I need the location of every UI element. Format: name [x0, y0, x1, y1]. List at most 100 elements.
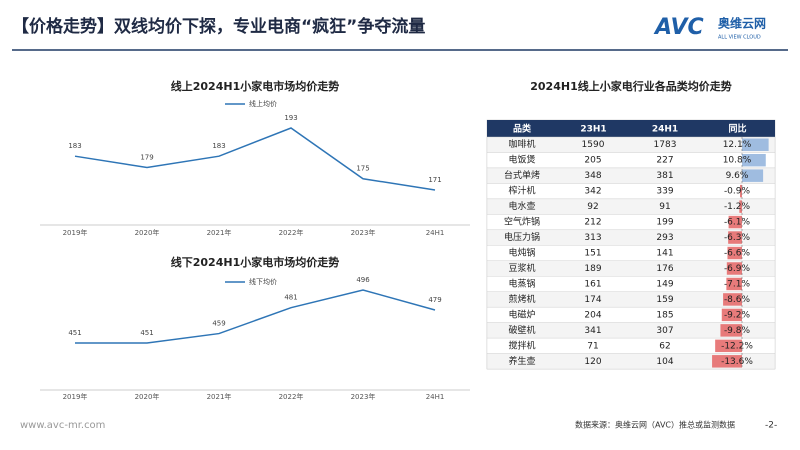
- data-label: 171: [428, 176, 441, 184]
- table-header-bg: [487, 120, 775, 137]
- yoy-bar: [712, 355, 742, 368]
- data-label: 175: [356, 165, 369, 173]
- data-label: 451: [68, 329, 81, 337]
- category-cell: 养生壶: [508, 355, 535, 367]
- yoy-cell: -9.2%: [724, 310, 751, 320]
- h1-2023-cell: 174: [584, 295, 601, 305]
- yoy-bar: [739, 200, 742, 213]
- yoy-bar: [726, 277, 742, 291]
- category-cell: 豆浆机: [508, 262, 535, 274]
- h1-2024-cell: 293: [656, 233, 673, 243]
- line-series: [74, 127, 436, 191]
- column-header: 同比: [728, 123, 746, 135]
- h1-2024-cell: 176: [656, 264, 673, 274]
- slide-title: 【价格走势】双线均价下探，专业电商“疯狂”争夺流量: [12, 16, 425, 37]
- x-tick-label: 2019年: [63, 392, 88, 401]
- x-tick-label: 2022年: [279, 228, 304, 237]
- yoy-bar: [721, 308, 742, 322]
- h1-2024-cell: 185: [656, 310, 673, 320]
- h1-2023-cell: 348: [584, 171, 601, 181]
- column-header: 24H1: [652, 125, 678, 135]
- yoy-cell: -13.6%: [721, 357, 753, 367]
- category-cell: 电压力锅: [504, 231, 540, 243]
- h1-2023-cell: 204: [584, 310, 601, 320]
- x-tick-label: 2019年: [63, 228, 88, 237]
- h1-2024-cell: 227: [656, 156, 673, 166]
- category-cell: 搅拌机: [508, 339, 535, 351]
- h1-2023-cell: 71: [587, 341, 598, 351]
- x-tick-label: 2023年: [351, 392, 376, 401]
- yoy-cell: -6.3%: [724, 233, 751, 243]
- category-cell: 电水壶: [508, 200, 535, 212]
- yoy-cell: 12.1%: [723, 140, 752, 150]
- yoy-cell: 10.8%: [723, 156, 752, 166]
- yoy-bar: [742, 138, 769, 151]
- x-tick-label: 2023年: [351, 228, 376, 237]
- data-label: 479: [428, 296, 441, 304]
- h1-2023-cell: 151: [584, 249, 601, 259]
- x-tick-label: 2020年: [135, 228, 160, 237]
- logo: AVC: [653, 15, 704, 40]
- category-cell: 电饭煲: [508, 154, 535, 166]
- h1-2023-cell: 212: [584, 218, 601, 228]
- yoy-cell: 9.6%: [726, 171, 749, 181]
- h1-2023-cell: 205: [584, 156, 601, 166]
- category-cell: 煎烤机: [508, 293, 535, 305]
- x-tick-label: 2021年: [207, 228, 232, 237]
- yoy-cell: -1.2%: [724, 202, 751, 212]
- category-cell: 电蒸锅: [508, 277, 535, 289]
- chart-title: 线下2024H1小家电市场均价走势: [171, 255, 339, 269]
- h1-2023-cell: 342: [584, 187, 601, 197]
- h1-2024-cell: 62: [659, 341, 670, 351]
- data-label: 451: [140, 329, 153, 337]
- h1-2023-cell: 189: [584, 264, 601, 274]
- yoy-cell: -6.6%: [724, 249, 751, 259]
- page-number: -2-: [765, 421, 777, 431]
- yoy-cell: -7.1%: [724, 279, 751, 289]
- x-tick-label: 2022年: [279, 392, 304, 401]
- x-tick-label: 2020年: [135, 392, 160, 401]
- row-bg: [486, 353, 776, 370]
- table-title: 2024H1线上小家电行业各品类均价走势: [530, 79, 731, 93]
- h1-2024-cell: 149: [656, 279, 673, 289]
- h1-2024-cell: 339: [656, 187, 673, 197]
- data-label: 183: [68, 142, 81, 150]
- yoy-cell: -6.9%: [724, 264, 751, 274]
- legend-label: 线上均价: [249, 99, 277, 108]
- data-label: 459: [212, 320, 225, 328]
- h1-2024-cell: 104: [656, 357, 673, 367]
- category-cell: 电炖锅: [508, 247, 535, 259]
- category-cell: 榨汁机: [508, 185, 535, 197]
- x-tick-label: 24H1: [426, 393, 445, 401]
- category-cell: 电磁炉: [508, 308, 535, 320]
- h1-2023-cell: 313: [584, 233, 601, 243]
- yoy-cell: -12.2%: [721, 341, 753, 351]
- h1-2024-cell: 199: [656, 218, 673, 228]
- x-tick-label: 2021年: [207, 392, 232, 401]
- data-label: 193: [284, 114, 297, 122]
- data-label: 496: [356, 276, 370, 284]
- h1-2023-cell: 92: [587, 202, 598, 212]
- logo-cn: 奥维云网: [718, 16, 766, 31]
- category-cell: 破壁机: [508, 324, 535, 336]
- h1-2023-cell: 1590: [582, 140, 605, 150]
- yoy-bar: [715, 339, 742, 353]
- yoy-bar: [720, 324, 742, 337]
- category-cell: 咖啡机: [508, 138, 535, 150]
- h1-2024-cell: 1783: [654, 140, 677, 150]
- h1-2023-cell: 161: [584, 279, 601, 289]
- yoy-cell: -6.1%: [724, 218, 751, 228]
- yoy-bar: [726, 262, 742, 275]
- yoy-bar: [740, 184, 742, 198]
- h1-2024-cell: 381: [656, 171, 673, 181]
- data-label: 481: [284, 294, 297, 302]
- category-cell: 台式单烤: [504, 169, 540, 181]
- logo-en: ALL VIEW CLOUD: [718, 35, 761, 41]
- yoy-bar: [742, 153, 766, 167]
- h1-2024-cell: 91: [659, 202, 670, 212]
- yoy-bar: [723, 293, 742, 306]
- yoy-cell: -9.8%: [724, 326, 751, 336]
- x-tick-label: 24H1: [426, 229, 445, 237]
- yoy-cell: -8.6%: [724, 295, 751, 305]
